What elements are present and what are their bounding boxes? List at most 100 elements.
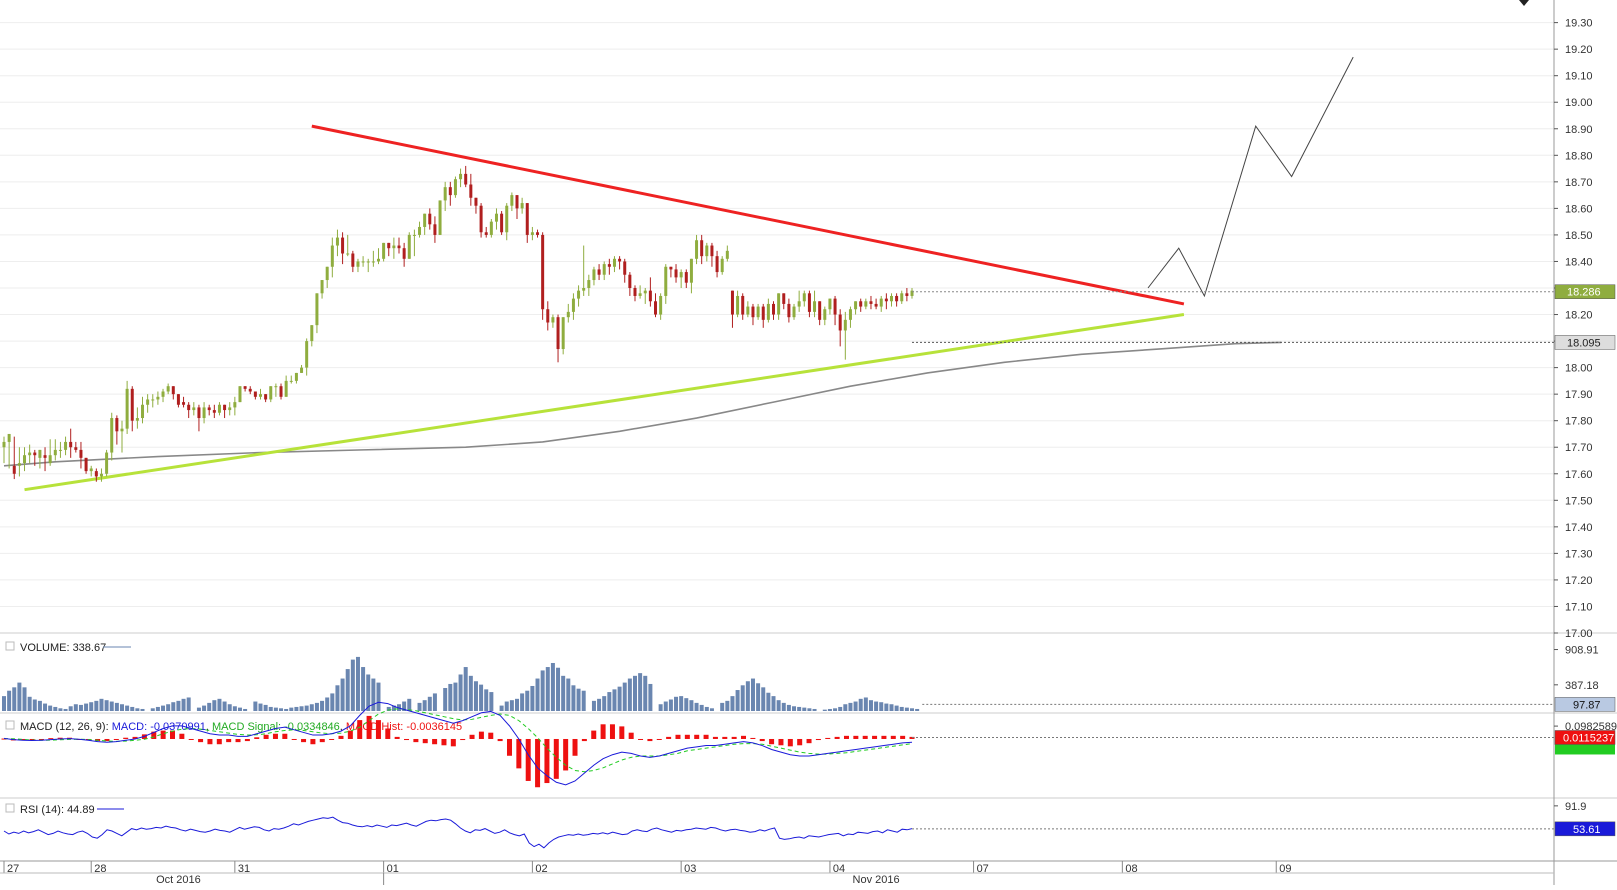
macd-hist-bar	[788, 739, 793, 746]
volume-bar	[520, 693, 524, 711]
volume-bar	[320, 701, 324, 711]
volume-bar	[161, 706, 165, 711]
ma-price-tag: 18.095	[1567, 337, 1601, 349]
candle-body	[85, 458, 88, 471]
candle-body	[228, 407, 231, 410]
candle[interactable]	[408, 232, 411, 259]
candle[interactable]	[490, 219, 493, 238]
macd-hist-bar	[479, 732, 484, 739]
candle-body	[126, 389, 129, 429]
volume-bar	[151, 708, 155, 711]
candle-body	[680, 272, 683, 277]
volume-bar	[453, 683, 457, 711]
candle[interactable]	[721, 256, 724, 275]
candle[interactable]	[454, 177, 457, 198]
price-tick-label: 18.70	[1565, 177, 1593, 189]
macd-hist-bar	[320, 739, 325, 742]
candle-body	[74, 447, 77, 450]
volume-bar	[561, 676, 565, 711]
macd-hist-bar	[441, 739, 446, 745]
volume-bar	[433, 693, 437, 711]
macd-legend: MACD (12, 26, 9): MACD: -0.0370991, MACD…	[20, 721, 462, 733]
candle-body	[685, 272, 688, 283]
volume-bar	[423, 700, 427, 711]
macd-hist-bar	[760, 739, 765, 741]
macd-hist-bar	[722, 737, 727, 739]
candle-body	[592, 269, 595, 280]
candle-body	[546, 309, 549, 322]
volume-bar	[664, 702, 668, 711]
volume-bar	[802, 708, 806, 711]
candle-body	[562, 317, 565, 349]
volume-bar	[464, 667, 468, 711]
candle-body	[459, 174, 462, 179]
candle[interactable]	[439, 200, 442, 235]
macd-hist-bar	[750, 738, 755, 739]
candle[interactable]	[238, 386, 241, 402]
volume-bar	[905, 708, 909, 711]
candle[interactable]	[541, 232, 544, 320]
candle-body	[767, 304, 770, 320]
volume-bar	[864, 697, 868, 711]
candle-body	[880, 299, 883, 307]
volume-bar	[7, 691, 11, 711]
price-tick-label: 17.20	[1565, 575, 1593, 587]
volume-bar	[536, 679, 540, 711]
volume-bar	[469, 676, 473, 711]
macd-current-tag: 0.0115237	[1563, 732, 1614, 744]
candle[interactable]	[126, 381, 129, 434]
candle-body	[408, 235, 411, 259]
volume-bar	[659, 704, 663, 711]
volume-bar	[807, 708, 811, 711]
candle-body	[854, 301, 857, 309]
candle-body	[13, 466, 16, 474]
candle-body	[603, 264, 606, 275]
candle-body	[387, 243, 390, 248]
volume-bar	[294, 707, 298, 711]
macd-hist-bar	[807, 739, 812, 743]
macd-hist-bar	[573, 739, 578, 756]
candle-body	[18, 463, 21, 466]
candle-body	[336, 238, 339, 246]
candle-body	[536, 232, 539, 235]
candle[interactable]	[500, 211, 503, 235]
candle-body	[377, 259, 380, 262]
macd-hist-bar	[638, 739, 643, 740]
volume-bar	[233, 706, 237, 711]
volume-bar	[125, 706, 129, 711]
volume-bar	[895, 706, 899, 711]
candle-body	[315, 293, 318, 325]
candle[interactable]	[562, 317, 565, 354]
candle[interactable]	[382, 243, 385, 262]
candle-body	[762, 307, 765, 320]
candle-body	[59, 450, 62, 451]
price-tick-label: 17.00	[1565, 628, 1593, 640]
candle-body	[413, 235, 416, 236]
macd-hist-bar	[675, 735, 680, 739]
volume-bar	[279, 708, 283, 711]
macd-hist-bar	[310, 739, 315, 744]
candle-body	[187, 405, 190, 410]
candle-body	[33, 453, 36, 456]
price-tick-label: 17.70	[1565, 442, 1593, 454]
macd-hist-bar	[685, 735, 690, 739]
month-tick-label: Oct 2016	[156, 874, 201, 885]
candle-body	[469, 185, 472, 198]
volume-bar	[94, 701, 98, 711]
volume-bar	[217, 699, 221, 711]
candle-body	[223, 405, 226, 410]
macd-hist-bar	[535, 739, 540, 787]
candle-body	[751, 307, 754, 318]
candle-body	[895, 296, 898, 301]
macd-hist-bar	[666, 737, 671, 739]
volume-bar	[259, 704, 263, 711]
candle-body	[654, 301, 657, 314]
macd-hist-bar	[619, 726, 624, 739]
candle[interactable]	[105, 450, 108, 477]
volume-bar	[243, 709, 247, 711]
candle-body	[828, 299, 831, 310]
candle-body	[813, 301, 816, 312]
candle-body	[485, 232, 488, 235]
candle-body	[398, 246, 401, 249]
